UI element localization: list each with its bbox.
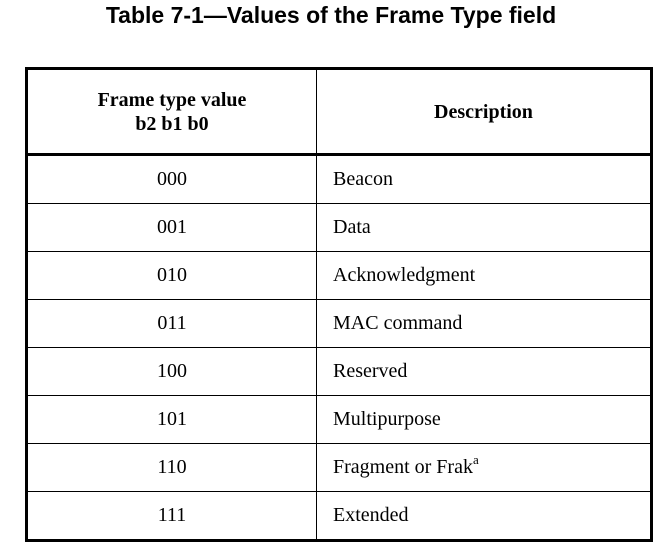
table-title: Table 7-1—Values of the Frame Type field (105, 2, 557, 28)
frame-type-value: 001 (26, 203, 317, 252)
header-col1-line1: Frame type value (97, 88, 247, 111)
frame-type-value: 101 (26, 395, 317, 444)
description-text: Beacon (333, 168, 393, 190)
table-row: 110 Fragment or Fraka (26, 443, 652, 492)
table-row: 111 Extended (26, 491, 652, 541)
frame-type-description: Data (316, 203, 652, 252)
frame-type-description: Reserved (316, 347, 652, 396)
frame-type-value: 000 (26, 154, 317, 204)
description-text: MAC command (333, 312, 463, 334)
table-row: 010 Acknowledgment (26, 251, 652, 300)
header-row: Frame type value b2 b1 b0 Description (26, 68, 652, 156)
description-text: Reserved (333, 360, 408, 382)
header-description: Description (316, 68, 652, 156)
table-row: 100 Reserved (26, 347, 652, 396)
frame-type-table: Frame type value b2 b1 b0 Description 00… (25, 67, 653, 542)
frame-type-value: 011 (26, 299, 317, 348)
frame-type-description: Multipurpose (316, 395, 652, 444)
frame-type-value: 111 (26, 491, 317, 541)
header-frame-type-value: Frame type value b2 b1 b0 (26, 68, 317, 156)
frame-type-value: 100 (26, 347, 317, 396)
description-text: Data (333, 216, 371, 238)
frame-type-value: 010 (26, 251, 317, 300)
frame-type-value: 110 (26, 443, 317, 492)
table-row: 011 MAC command (26, 299, 652, 348)
frame-type-description: Acknowledgment (316, 251, 652, 300)
description-text: Acknowledgment (333, 264, 476, 286)
frame-type-description: Beacon (316, 154, 652, 204)
frame-type-description: Extended (316, 491, 652, 541)
frame-type-description: Fragment or Fraka (316, 443, 652, 492)
table-row: 000 Beacon (26, 154, 652, 204)
description-text: Extended (333, 504, 409, 526)
table-row: 101 Multipurpose (26, 395, 652, 444)
description-text: Fragment or Frak (333, 456, 473, 478)
frame-type-description: MAC command (316, 299, 652, 348)
description-text: Multipurpose (333, 408, 441, 430)
footnote-marker: a (472, 452, 479, 467)
table-row: 001 Data (26, 203, 652, 252)
header-col1-line2: b2 b1 b0 (135, 112, 209, 135)
